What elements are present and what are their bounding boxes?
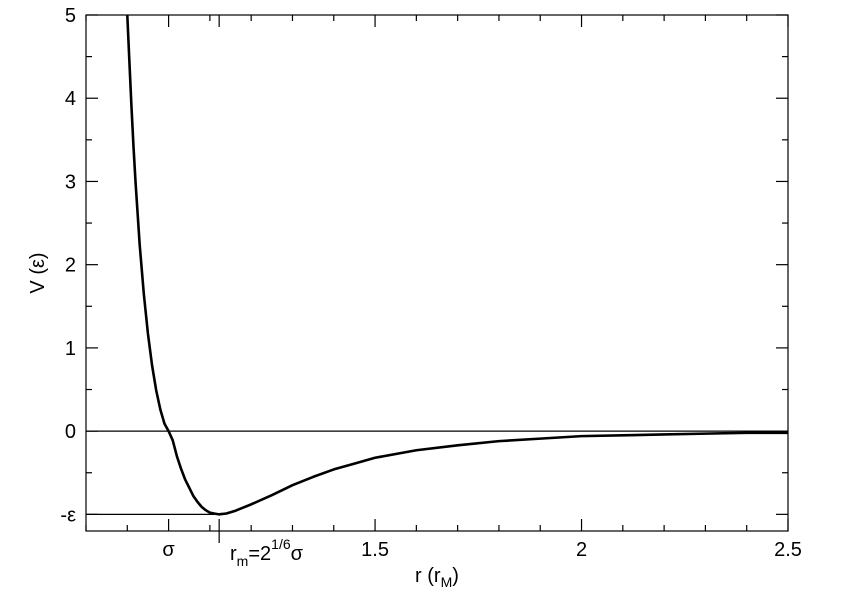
x-tick-label-4: 2.5 (774, 539, 802, 561)
x-tick-label-0: σ (162, 539, 175, 561)
y-tick-label-4: 3 (65, 171, 76, 193)
x-tick-label-2: 1.5 (361, 539, 389, 561)
potential-curve (125, 14, 788, 516)
tick-labels: σ 1.5 2 2.5 -ε 0 1 2 3 4 5 (60, 5, 801, 561)
y-tick-label-6: 5 (65, 5, 76, 27)
y-tick-label-1: 0 (65, 421, 76, 443)
reference-lines (86, 430, 788, 515)
plot-frame (85, 14, 789, 532)
y-tick-label-0: -ε (60, 504, 76, 526)
y-tick-label-3: 2 (65, 255, 76, 277)
x-tick-label-3: 2 (576, 539, 587, 561)
axis-ticks (85, 14, 789, 543)
y-axis-title: V (ε) (27, 252, 49, 293)
y-tick-label-2: 1 (65, 338, 76, 360)
x-axis-title: r (rM) (415, 565, 459, 590)
rm-tick-label: rm=21/6σ (230, 536, 304, 569)
y-tick-label-5: 4 (65, 88, 76, 110)
